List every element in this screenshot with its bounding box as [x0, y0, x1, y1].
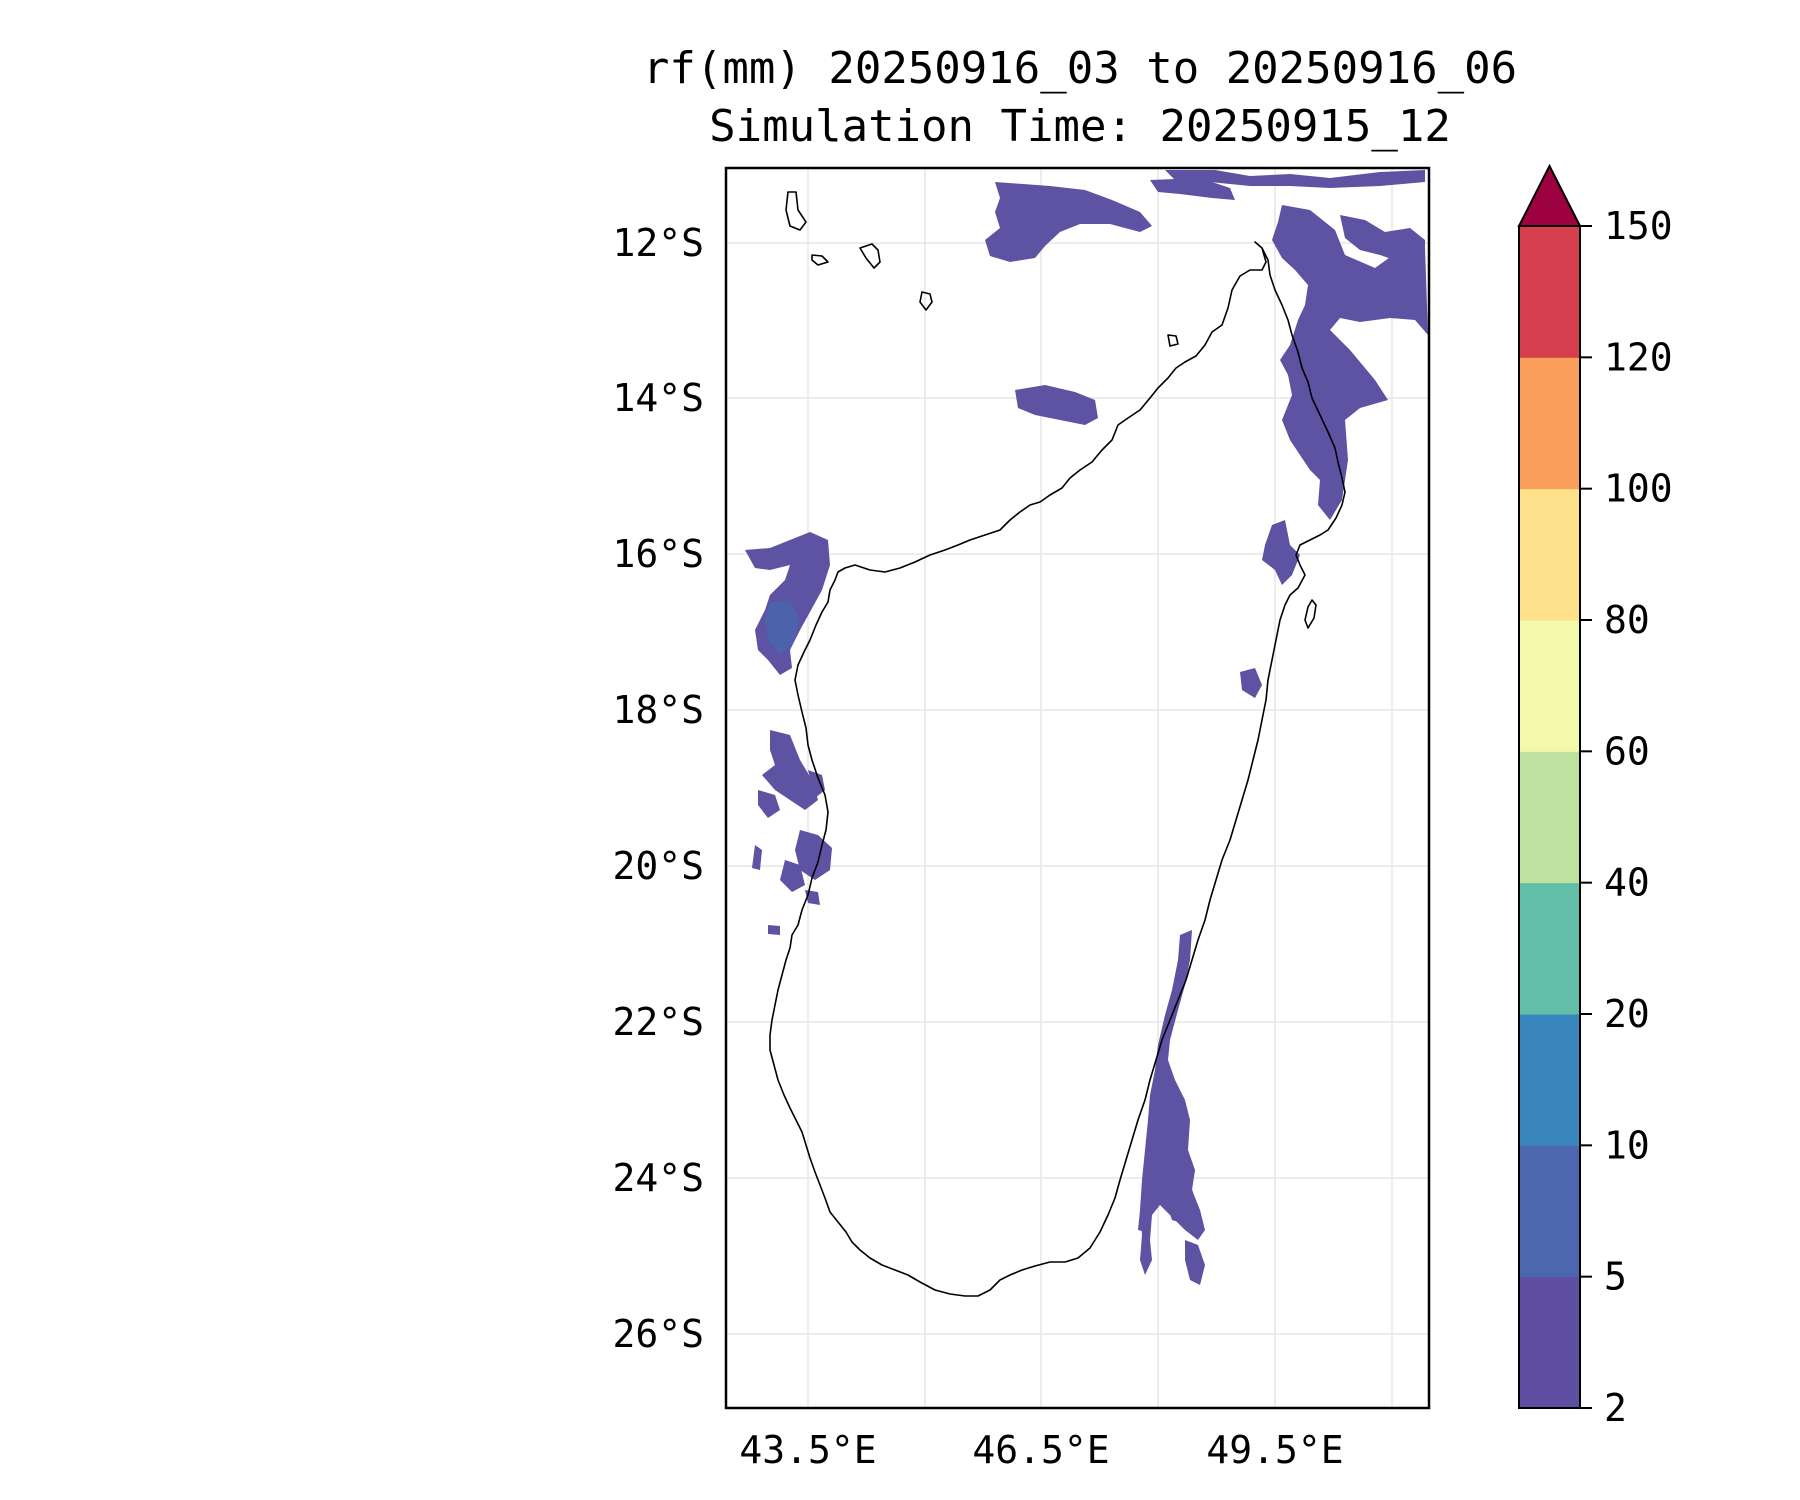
- lat-tick-label: 20°S: [612, 844, 704, 888]
- rain-patch-west-10: [768, 925, 780, 935]
- colorbar-bin: [1519, 1145, 1580, 1278]
- lat-tick-label: 18°S: [612, 688, 704, 732]
- chart-title: rf(mm) 20250916_03 to 20250916_06: [642, 43, 1518, 94]
- madagascar-coastline: [769, 241, 1346, 1297]
- island-sainte-marie: [1304, 599, 1317, 629]
- rain-patch-northeast-band: [1272, 205, 1428, 520]
- rainfall-patches: [745, 170, 1428, 1285]
- colorbar-bin: [1519, 1276, 1580, 1409]
- island-mayotte: [919, 291, 933, 311]
- colorbar-bin: [1519, 882, 1580, 1015]
- lat-tick-label: 24°S: [612, 1156, 704, 1200]
- colorbar-tick-label: 100: [1604, 467, 1673, 511]
- island-comoros-2: [811, 254, 829, 266]
- colorbar-tick-label: 120: [1604, 335, 1673, 379]
- rain-patch-southeast-3: [1185, 1240, 1205, 1285]
- rain-patch-north-2: [1150, 178, 1235, 200]
- rain-patch-west-3: [762, 730, 818, 810]
- lon-axis: 43.5°E 46.5°E 49.5°E: [739, 1428, 1343, 1472]
- colorbar-tick-label: 2: [1604, 1386, 1627, 1430]
- map-frame: [724, 166, 1431, 1410]
- island-comoros-1: [785, 191, 807, 231]
- rain-patch-west-4: [808, 770, 825, 798]
- island-comoros-3: [859, 243, 881, 269]
- colorbar-tick-label: 10: [1604, 1123, 1650, 1167]
- colorbar-bin: [1519, 1014, 1580, 1146]
- colorbar-tick-label: 40: [1604, 861, 1650, 905]
- lon-tick-label: 46.5°E: [972, 1428, 1109, 1472]
- colorbar-tick-label: 80: [1604, 598, 1650, 642]
- rain-patch-southeast-2: [1165, 1170, 1195, 1225]
- rain-patch-central-north: [1015, 385, 1098, 425]
- colorbar-tick-label: 20: [1604, 992, 1650, 1036]
- lon-tick-label: 43.5°E: [739, 1428, 876, 1472]
- rain-patch-west-5: [758, 790, 780, 818]
- colorbar-bin: [1519, 751, 1580, 884]
- rain-patch-west-7: [780, 860, 805, 892]
- island-nosy-be: [1167, 334, 1179, 347]
- colorbar-bin: [1519, 226, 1580, 358]
- coastline: [769, 191, 1346, 1297]
- chart-subtitle: Simulation Time: 20250915_12: [709, 101, 1451, 152]
- rain-patch-northeast-2: [1340, 215, 1425, 262]
- rain-patch-west-8: [752, 845, 762, 870]
- rain-patch-southeast-4: [1138, 1210, 1148, 1232]
- colorbar-tick-label: 60: [1604, 729, 1650, 773]
- rain-patch-west-2: [765, 600, 800, 655]
- lat-axis: 12°S 14°S 16°S 18°S 20°S 22°S 24°S 26°S: [612, 221, 704, 1356]
- colorbar-outline: [1518, 225, 1581, 1409]
- colorbar-tick-label: 150: [1604, 204, 1673, 248]
- lat-tick-label: 12°S: [612, 221, 704, 265]
- colorbar-extend-arrow: [1517, 163, 1582, 227]
- lat-tick-label: 22°S: [612, 1000, 704, 1044]
- colorbar-bin: [1519, 620, 1580, 752]
- lat-tick-label: 16°S: [612, 532, 704, 576]
- colorbar: 2 5 10 20 40 60 80 100 120 150: [1517, 163, 1673, 1430]
- lon-tick-label: 49.5°E: [1206, 1428, 1343, 1472]
- rain-patch-top-strip: [1165, 170, 1425, 188]
- rain-patch-east-coast-2: [1240, 668, 1262, 698]
- rain-patch-east-coast-1: [1262, 520, 1300, 585]
- rain-patch-north-1: [985, 182, 1152, 262]
- map-panel: [724, 166, 1431, 1410]
- lat-tick-label: 14°S: [612, 376, 704, 420]
- colorbar-bin: [1519, 357, 1580, 490]
- lat-tick-label: 26°S: [612, 1312, 704, 1356]
- colorbar-bin: [1519, 488, 1580, 621]
- colorbar-tick-label: 5: [1604, 1255, 1627, 1299]
